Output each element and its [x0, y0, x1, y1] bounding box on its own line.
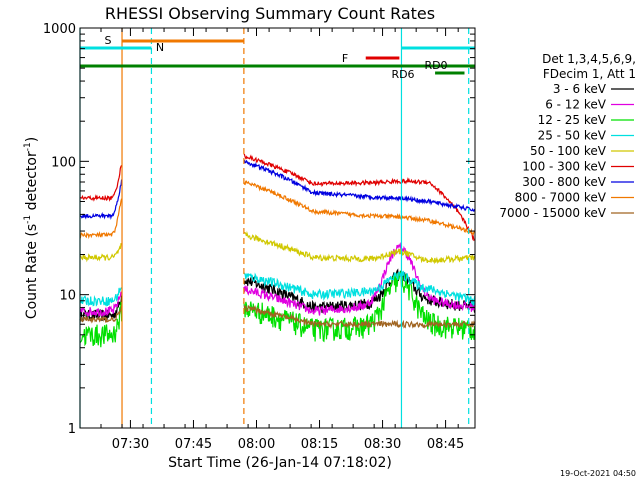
legend-label-5: 100 - 300 keV [522, 160, 606, 174]
plot-frame [79, 27, 476, 429]
legend-label-7: 800 - 7000 keV [515, 191, 607, 205]
series-line-4-segment-0 [79, 243, 122, 263]
legend-label-8: 7000 - 15000 keV [499, 206, 606, 220]
series-line-7-segment-0 [79, 198, 123, 240]
series-line-8-segment-1 [243, 304, 476, 330]
x-axis: 07:30 07:45 08:00 08:15 08:30 08:45 [79, 28, 464, 452]
legend-label-6: 300 - 800 keV [522, 175, 606, 189]
legend-label-2: 12 - 25 keV [538, 113, 607, 127]
series-line-2-segment-0 [79, 301, 123, 348]
series-line-4-segment-1 [243, 230, 476, 265]
y-axis-label-mid: detector [24, 151, 40, 215]
flag-label-s: S [105, 34, 112, 47]
series-line-8-segment-0 [79, 305, 123, 324]
legend-label-1: 6 - 12 keV [545, 98, 607, 112]
y-axis-label-sup2: -1 [23, 142, 33, 151]
legend-header-2: FDecim 1, Att 1 [543, 67, 636, 81]
legend-label-0: 3 - 6 keV [553, 82, 607, 96]
legend-label-3: 25 - 50 keV [538, 129, 607, 143]
flag-label-rd6: RD6 [391, 68, 414, 81]
series-line-1-segment-1 [243, 241, 476, 316]
series-4 [79, 230, 476, 265]
flag-label-rd0: RD0 [424, 59, 447, 72]
flag-layer: S N F RD0 RD6 [79, 28, 475, 428]
chart-title: RHESSI Observing Summary Count Rates [105, 4, 435, 23]
series-6 [79, 159, 476, 220]
y-tick-label: 10 [59, 289, 76, 304]
x-tick-label: 07:45 [175, 437, 212, 452]
generated-timestamp: 19-Oct-2021 04:50 [560, 469, 636, 478]
flag-label-f: F [342, 52, 348, 65]
series-line-3-segment-1 [243, 270, 476, 307]
legend-label-4: 50 - 100 keV [530, 144, 607, 158]
y-tick-label: 100 [51, 155, 76, 170]
series-5 [79, 153, 475, 242]
x-tick-label: 08:00 [238, 437, 275, 452]
y-axis-label-end: ) [24, 137, 40, 142]
series-3 [79, 270, 476, 307]
x-axis-label: Start Time (26-Jan-14 07:18:02) [168, 455, 392, 471]
y-axis-label-main: Count Rate (s [24, 224, 40, 319]
series-line-3-segment-0 [79, 287, 122, 307]
series-line-6-segment-0 [79, 179, 123, 220]
flag-label-n: N [156, 41, 164, 54]
legend-header-1: Det 1,3,4,5,6,9, [542, 52, 636, 66]
y-tick-label: 1000 [43, 22, 76, 37]
series-1 [79, 241, 476, 319]
x-tick-label: 08:15 [301, 437, 338, 452]
x-tick-label: 08:30 [364, 437, 401, 452]
legend: Det 1,3,4,5,6,9, FDecim 1, Att 1 3 - 6 k… [499, 52, 636, 220]
y-axis-label: Count Rate (s-1 detector-1) [23, 137, 40, 319]
y-axis-label-sup1: -1 [23, 215, 33, 224]
x-tick-label: 08:45 [427, 437, 464, 452]
series-line-5-segment-0 [79, 165, 123, 202]
series-layer [79, 153, 476, 348]
y-axis: 1 10 100 1000 [43, 22, 475, 437]
x-tick-label: 07:30 [112, 437, 149, 452]
series-8 [79, 304, 476, 330]
series-line-1-segment-0 [79, 291, 123, 319]
series-line-6-segment-1 [243, 159, 476, 212]
series-line-7-segment-1 [243, 180, 476, 236]
series-line-5-segment-1 [243, 153, 475, 242]
series-7 [79, 180, 476, 240]
y-tick-label: 1 [68, 422, 76, 437]
